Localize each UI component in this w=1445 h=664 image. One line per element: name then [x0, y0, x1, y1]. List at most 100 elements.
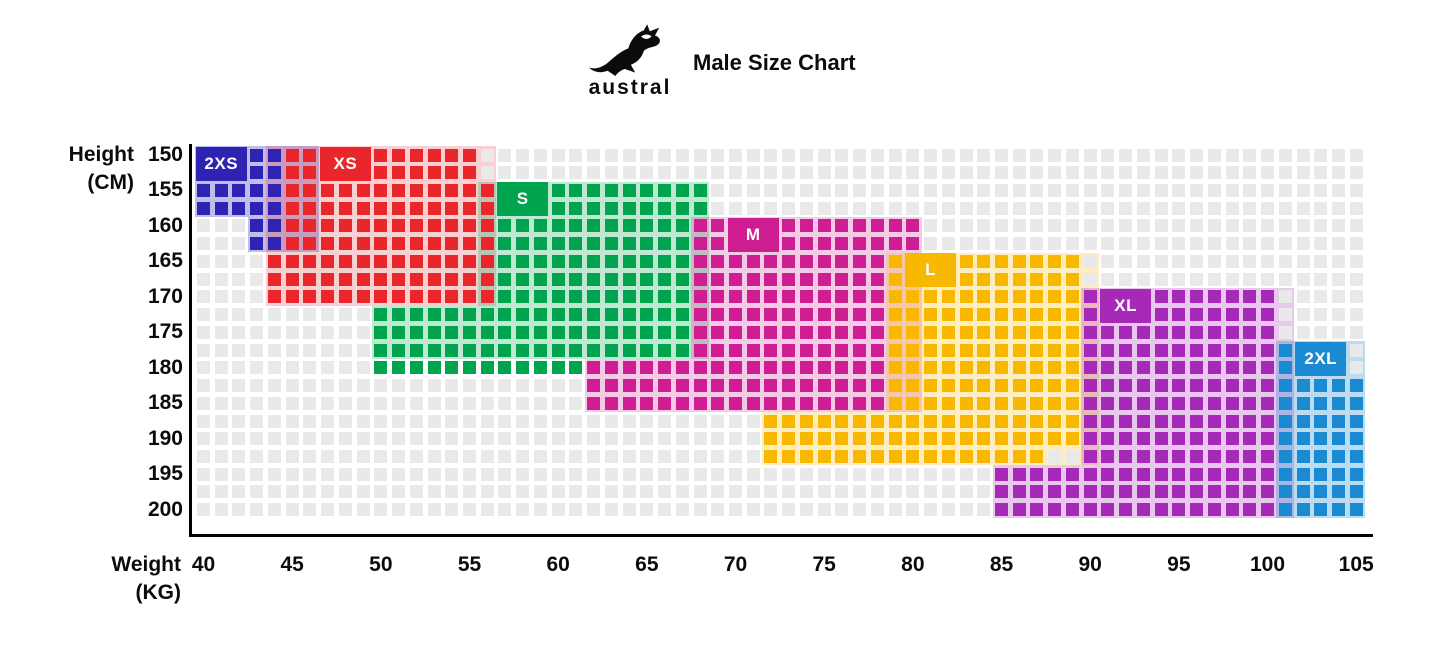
grid-cell — [1101, 254, 1115, 268]
grid-cell — [1225, 414, 1239, 428]
grid-cell — [977, 485, 991, 499]
grid-cell — [640, 325, 654, 339]
grid-cell — [888, 379, 902, 393]
grid-cell — [516, 237, 530, 251]
grid-cell — [1331, 183, 1345, 197]
grid-cell — [1030, 272, 1044, 286]
y-axis-line — [189, 144, 192, 536]
grid-cell — [445, 148, 459, 162]
grid-cell — [480, 166, 494, 180]
grid-cell — [267, 432, 281, 446]
grid-cell — [303, 414, 317, 428]
grid-cell — [214, 361, 228, 375]
grid-cell — [782, 396, 796, 410]
grid-cell — [587, 432, 601, 446]
grid-cell — [640, 201, 654, 215]
grid-cell — [303, 396, 317, 410]
grid-cell — [197, 449, 210, 463]
grid-cell — [1261, 361, 1275, 375]
grid-cell — [1083, 343, 1097, 357]
grid-cell — [959, 201, 973, 215]
grid-cell — [870, 308, 884, 322]
grid-cell — [729, 361, 743, 375]
grid-cell — [498, 467, 512, 481]
grid-cell — [1154, 290, 1168, 304]
grid-cell — [675, 467, 689, 481]
grid-cell — [959, 467, 973, 481]
grid-cell — [214, 290, 228, 304]
grid-cell — [1083, 272, 1097, 286]
grid-cell — [356, 449, 370, 463]
grid-cell — [1083, 449, 1097, 463]
grid-cell — [870, 379, 884, 393]
grid-cell — [1030, 467, 1044, 481]
grid-cell — [1207, 432, 1221, 446]
grid-cell — [463, 467, 476, 481]
grid-cell — [338, 219, 352, 233]
grid-cell — [569, 290, 583, 304]
grid-cell — [870, 485, 884, 499]
grid-cell — [356, 485, 370, 499]
grid-cell — [729, 201, 743, 215]
grid-cell — [1012, 379, 1026, 393]
y-tick-label: 155 — [147, 178, 183, 202]
grid-cell — [374, 148, 388, 162]
grid-cell — [764, 343, 778, 357]
grid-cell — [675, 308, 689, 322]
grid-cell — [569, 148, 583, 162]
grid-cell — [888, 201, 902, 215]
grid-cell — [1154, 467, 1168, 481]
grid-cell — [250, 290, 264, 304]
grid-cell — [977, 290, 991, 304]
grid-cell — [1083, 254, 1097, 268]
grid-cell — [604, 467, 618, 481]
grid-cell — [906, 343, 920, 357]
grid-cell — [622, 449, 636, 463]
grid-cell — [870, 432, 884, 446]
grid-cell — [374, 396, 388, 410]
grid-cell — [1190, 254, 1204, 268]
grid-cell — [480, 361, 494, 375]
grid-cell — [427, 183, 441, 197]
grid-cell — [1154, 343, 1168, 357]
grid-cell — [693, 290, 707, 304]
grid-cell — [711, 201, 725, 215]
grid-cell — [1349, 237, 1363, 251]
grid-cell — [995, 254, 1009, 268]
grid-cell — [1119, 254, 1133, 268]
grid-cell — [622, 414, 636, 428]
grid-cell — [267, 467, 281, 481]
grid-cell — [870, 148, 884, 162]
grid-cell — [480, 432, 494, 446]
grid-cell — [1048, 237, 1062, 251]
grid-cell — [285, 485, 299, 499]
grid-cell — [1101, 237, 1115, 251]
grid-cell — [1101, 361, 1115, 375]
grid-cell — [1243, 148, 1257, 162]
grid-cell — [640, 379, 654, 393]
grid-cell — [870, 361, 884, 375]
grid-cell — [533, 343, 547, 357]
grid-cell — [1225, 325, 1239, 339]
grid-cell — [1225, 254, 1239, 268]
grid-cell — [941, 467, 955, 481]
grid-cell — [1065, 432, 1079, 446]
grid-cell — [1136, 343, 1150, 357]
grid-cell — [1261, 343, 1275, 357]
grid-cell — [1278, 396, 1292, 410]
grid-cell — [835, 166, 849, 180]
grid-cell — [1314, 166, 1328, 180]
grid-cell — [1012, 485, 1026, 499]
grid-cell — [640, 183, 654, 197]
grid-cell — [480, 467, 494, 481]
grid-cell — [977, 432, 991, 446]
grid-cell — [711, 449, 725, 463]
grid-cell — [480, 254, 494, 268]
grid-cell — [197, 414, 210, 428]
grid-cell — [250, 432, 264, 446]
grid-cell — [427, 414, 441, 428]
grid-cell — [658, 148, 672, 162]
grid-cell — [1225, 201, 1239, 215]
grid-cell — [1243, 219, 1257, 233]
grid-cell — [1278, 503, 1292, 517]
